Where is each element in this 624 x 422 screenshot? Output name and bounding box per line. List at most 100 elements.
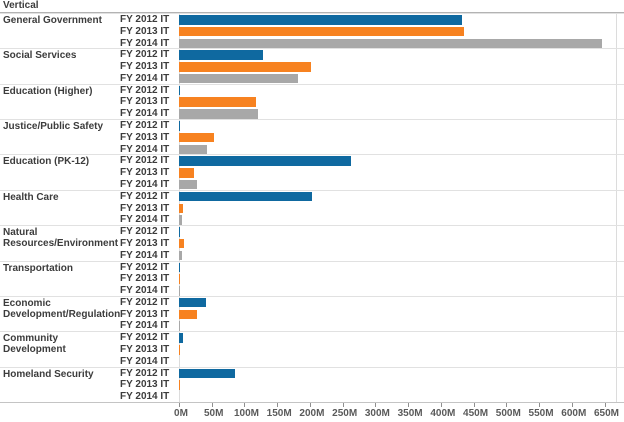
series-label-column: FY 2012 IT FY 2013 IT FY 2014 IT bbox=[120, 226, 179, 261]
series-label: FY 2012 IT bbox=[120, 120, 170, 132]
x-tick-label: 300M bbox=[364, 408, 390, 419]
bar-track bbox=[179, 179, 624, 191]
series-label: FY 2012 IT bbox=[120, 296, 170, 308]
bar-fy-2013-it[interactable] bbox=[179, 203, 183, 214]
category-group: Economic Development/Regulation FY 2012 I… bbox=[0, 295, 624, 332]
vertical-column-header: Vertical bbox=[0, 0, 624, 13]
bar-fy-2014-it[interactable] bbox=[179, 73, 299, 84]
bar-track bbox=[179, 320, 624, 332]
bar-fy-2012-it[interactable] bbox=[179, 333, 183, 343]
series-label: FY 2012 IT bbox=[120, 84, 170, 96]
category-group: Community Development FY 2012 IT FY 2013 I… bbox=[0, 331, 624, 367]
bar-fy-2014-it[interactable] bbox=[179, 286, 180, 296]
series-label: FY 2013 IT bbox=[120, 96, 170, 108]
bar-fy-2014-it[interactable] bbox=[179, 38, 602, 49]
series-label: FY 2014 IT bbox=[120, 178, 170, 190]
bar-fy-2013-it[interactable] bbox=[179, 62, 312, 72]
bar-track bbox=[179, 262, 624, 274]
series-label: FY 2013 IT bbox=[120, 202, 170, 214]
bar-track bbox=[179, 73, 624, 85]
bar-fy-2013-it[interactable] bbox=[179, 274, 180, 284]
plot-right-border bbox=[616, 13, 617, 402]
bar-fy-2013-it[interactable] bbox=[179, 168, 195, 178]
bar-fy-2013-it[interactable] bbox=[179, 380, 180, 390]
series-label-column: FY 2012 IT FY 2013 IT FY 2014 IT bbox=[120, 190, 179, 226]
series-label: FY 2012 IT bbox=[120, 226, 170, 238]
bar-fy-2012-it[interactable] bbox=[179, 227, 180, 237]
series-label: FY 2013 IT bbox=[120, 237, 170, 249]
bar-fy-2012-it[interactable] bbox=[179, 50, 263, 60]
bar-track bbox=[179, 38, 624, 50]
bar-track bbox=[179, 49, 624, 61]
bar-fy-2012-it[interactable] bbox=[179, 156, 352, 166]
series-label: FY 2012 IT bbox=[120, 190, 170, 202]
series-label: FY 2014 IT bbox=[120, 391, 170, 403]
bar-fy-2013-it[interactable] bbox=[179, 345, 180, 355]
bar-track bbox=[179, 191, 624, 203]
bar-fy-2013-it[interactable] bbox=[179, 309, 198, 320]
x-tick-label: 150M bbox=[266, 408, 292, 419]
x-tick bbox=[440, 403, 442, 407]
series-label: FY 2013 IT bbox=[120, 379, 170, 391]
plot-column bbox=[179, 85, 624, 119]
bar-fy-2014-it[interactable] bbox=[179, 179, 197, 190]
bar-track bbox=[179, 61, 624, 73]
bar-track bbox=[179, 14, 624, 26]
series-label: FY 2012 IT bbox=[120, 155, 170, 167]
plot-column bbox=[179, 191, 624, 225]
bar-fy-2012-it[interactable] bbox=[179, 191, 312, 202]
bar-fy-2013-it[interactable] bbox=[179, 97, 257, 107]
series-label-column: FY 2012 IT FY 2013 IT FY 2014 IT bbox=[120, 332, 179, 367]
bar-fy-2014-it[interactable] bbox=[179, 215, 183, 225]
bar-fy-2012-it[interactable] bbox=[179, 85, 180, 96]
bar-fy-2012-it[interactable] bbox=[179, 262, 180, 273]
bar-fy-2014-it[interactable] bbox=[179, 321, 181, 331]
series-label: FY 2014 IT bbox=[120, 143, 170, 155]
bar-fy-2012-it[interactable] bbox=[179, 15, 462, 25]
x-tick-label: 100M bbox=[233, 408, 259, 419]
bar-fy-2014-it[interactable] bbox=[179, 144, 208, 155]
bar-fy-2012-it[interactable] bbox=[179, 368, 236, 379]
x-tick bbox=[506, 403, 508, 407]
bar-track bbox=[179, 332, 624, 344]
bar-track bbox=[179, 368, 624, 380]
bar-track bbox=[179, 120, 624, 132]
series-label: FY 2012 IT bbox=[120, 261, 170, 273]
bar-fy-2014-it[interactable] bbox=[179, 250, 183, 261]
bar-track bbox=[179, 132, 624, 144]
category-label: Education (PK-12) bbox=[3, 156, 90, 168]
bar-track bbox=[179, 379, 624, 391]
category-label: Homeland Security bbox=[3, 368, 94, 380]
category-label: Education (Higher) bbox=[3, 85, 93, 97]
series-label: FY 2014 IT bbox=[120, 37, 170, 49]
series-label: FY 2012 IT bbox=[120, 14, 170, 25]
x-tick-label: 400M bbox=[430, 408, 456, 419]
category-label: Transportation bbox=[3, 262, 74, 274]
bar-track bbox=[179, 167, 624, 179]
x-axis: 0M 50M 100M 150M 200M 250M 300M 350M 400M 450M 500… bbox=[0, 402, 624, 422]
x-tick bbox=[375, 403, 377, 407]
bar-fy-2012-it[interactable] bbox=[179, 297, 206, 308]
bar-fy-2014-it[interactable] bbox=[179, 109, 259, 119]
x-tick bbox=[244, 403, 246, 407]
bar-track bbox=[179, 344, 624, 356]
x-tick bbox=[473, 403, 475, 407]
category-group: Justice/Public Safety FY 2012 IT FY 2013 I… bbox=[0, 119, 624, 155]
bar-fy-2013-it[interactable] bbox=[179, 26, 464, 37]
category-group: Health Care FY 2012 IT FY 2013 IT FY 2014 I… bbox=[0, 189, 624, 226]
plot-column bbox=[179, 120, 624, 155]
bar-fy-2013-it[interactable] bbox=[179, 132, 214, 143]
category-label: Community Development bbox=[3, 333, 66, 356]
category-label: Economic Development/Regulation bbox=[3, 297, 121, 320]
bar-track bbox=[179, 309, 624, 321]
bar-track bbox=[179, 203, 624, 215]
series-label: FY 2013 IT bbox=[120, 344, 170, 355]
bar-fy-2012-it[interactable] bbox=[179, 121, 180, 131]
series-label: FY 2013 IT bbox=[120, 167, 170, 179]
category-label: General Government bbox=[3, 15, 102, 26]
bar-track bbox=[179, 85, 624, 97]
bar-fy-2013-it[interactable] bbox=[179, 238, 184, 249]
series-label-column: FY 2012 IT FY 2013 IT FY 2014 IT bbox=[120, 296, 179, 332]
series-label: FY 2014 IT bbox=[120, 320, 170, 332]
